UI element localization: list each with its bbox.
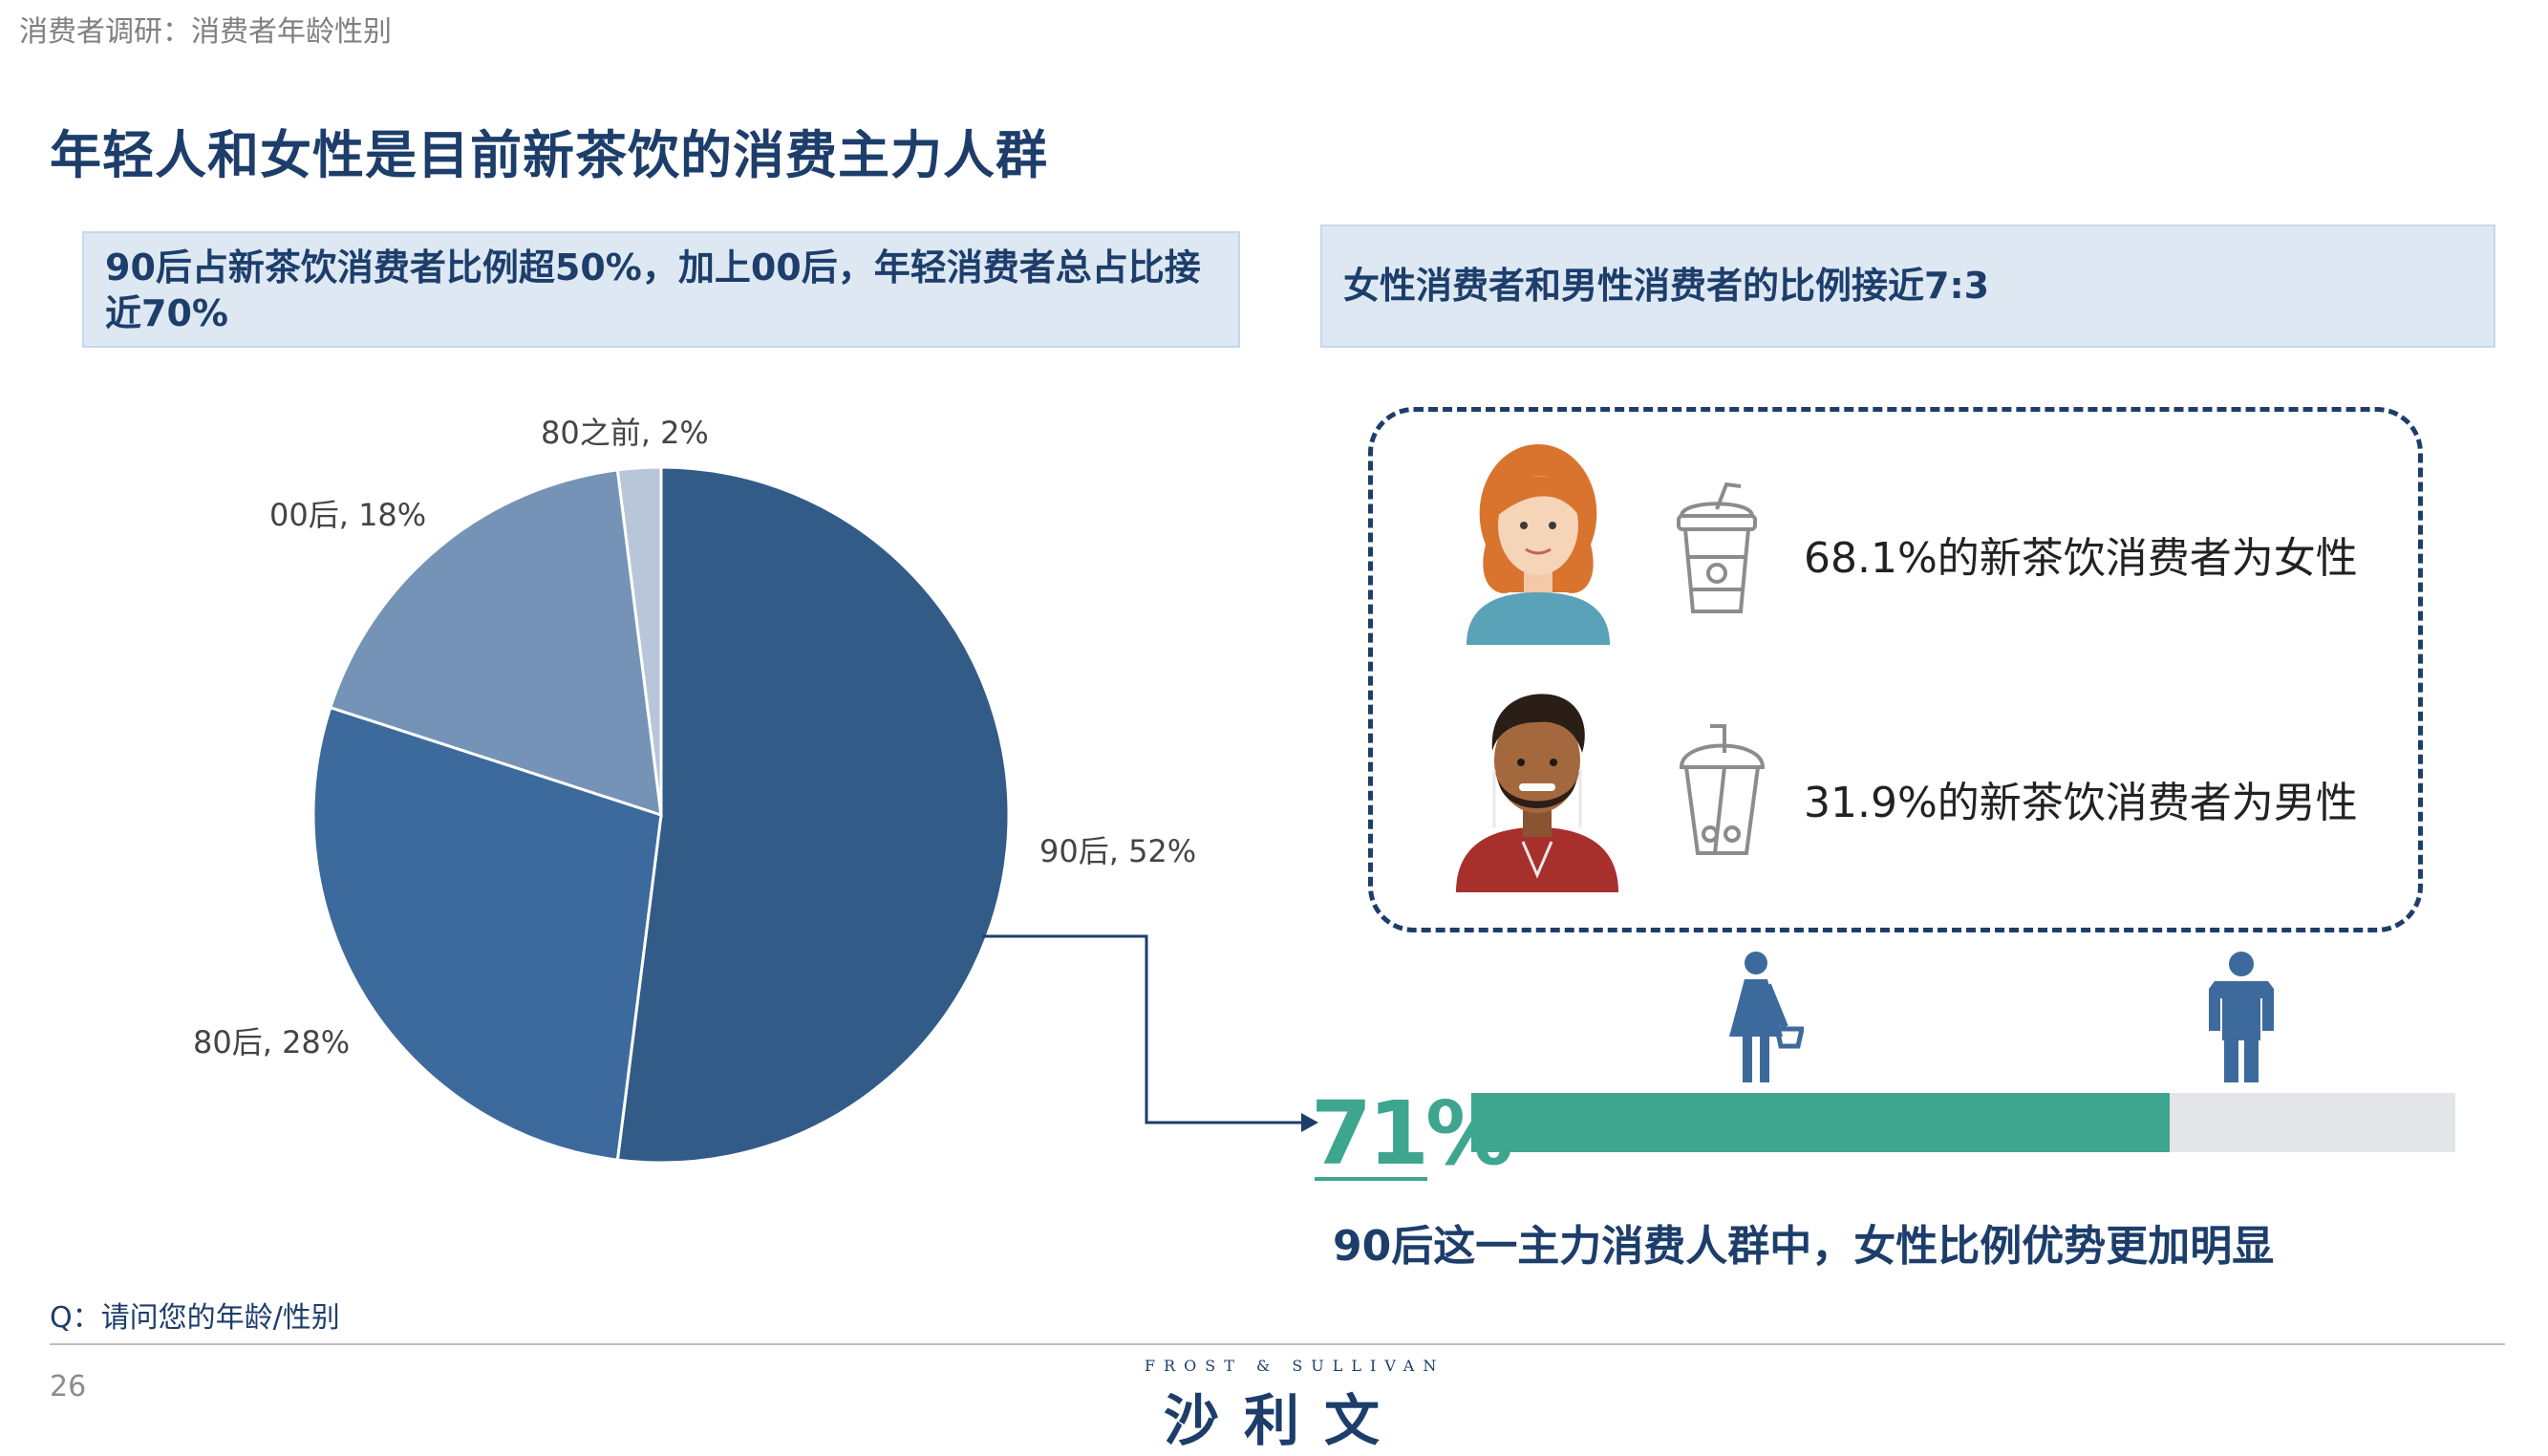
- gender-bar-female-fill: [1471, 1093, 2171, 1152]
- page-number: 26: [50, 1370, 87, 1403]
- bubble-tea-icon: [1679, 724, 1766, 855]
- male-stat: 31.9%的新茶饮消费者为男性: [1804, 779, 2358, 827]
- pie-slice-1: [311, 705, 663, 1162]
- page-title: 年轻人和女性是目前新茶饮的消费主力人群: [50, 125, 1048, 185]
- female-figure-icon: [1729, 952, 1804, 1082]
- right-callout: 女性消费者和男性消费者的比例接近7:3: [1320, 225, 2495, 348]
- man-avatar-icon: [1456, 694, 1618, 892]
- left-callout-line2: 近70%: [105, 292, 228, 334]
- left-callout-line1: 90后占新茶饮消费者比例超50%，加上00后，年轻消费者总占比接: [105, 246, 1201, 289]
- logo-wordmark: FROST & SULLIVAN: [1145, 1357, 1445, 1375]
- age-pie-chart: [311, 465, 1318, 1165]
- footer-divider: [50, 1343, 2505, 1345]
- pie-slice-3: [615, 465, 663, 816]
- pie-slice-2: [328, 468, 663, 818]
- drink-cup-icon: [1677, 482, 1757, 613]
- pie-label-80: 80后, 28%: [193, 1024, 351, 1060]
- survey-question: Q：请问您的年龄/性别: [50, 1301, 340, 1335]
- gender-box: [1368, 407, 2423, 932]
- male-figure-icon: [2209, 952, 2274, 1082]
- pie-label-pre80: 80之前, 2%: [541, 415, 709, 451]
- pie-slice-0: [615, 465, 1011, 1165]
- left-callout: 90后占新茶饮消费者比例超50%，加上00后，年轻消费者总占比接 近70%: [82, 231, 1240, 348]
- pie-label-00: 00后, 18%: [269, 497, 427, 533]
- pie-connector-line: [982, 934, 1304, 1124]
- female-stat: 68.1%的新茶饮消费者为女性: [1804, 534, 2358, 583]
- pie-label-90: 90后, 52%: [1039, 833, 1197, 869]
- connector-arrow-icon: [1301, 1113, 1318, 1132]
- post90-caption: 90后这一主力消费人群中，女性比例优势更加明显: [1333, 1222, 2275, 1271]
- logo-chinese: 沙利文: [1164, 1388, 1405, 1453]
- woman-avatar-icon: [1467, 444, 1610, 645]
- breadcrumb: 消费者调研：消费者年龄性别: [19, 15, 392, 49]
- pct-underline: [1315, 1177, 1427, 1181]
